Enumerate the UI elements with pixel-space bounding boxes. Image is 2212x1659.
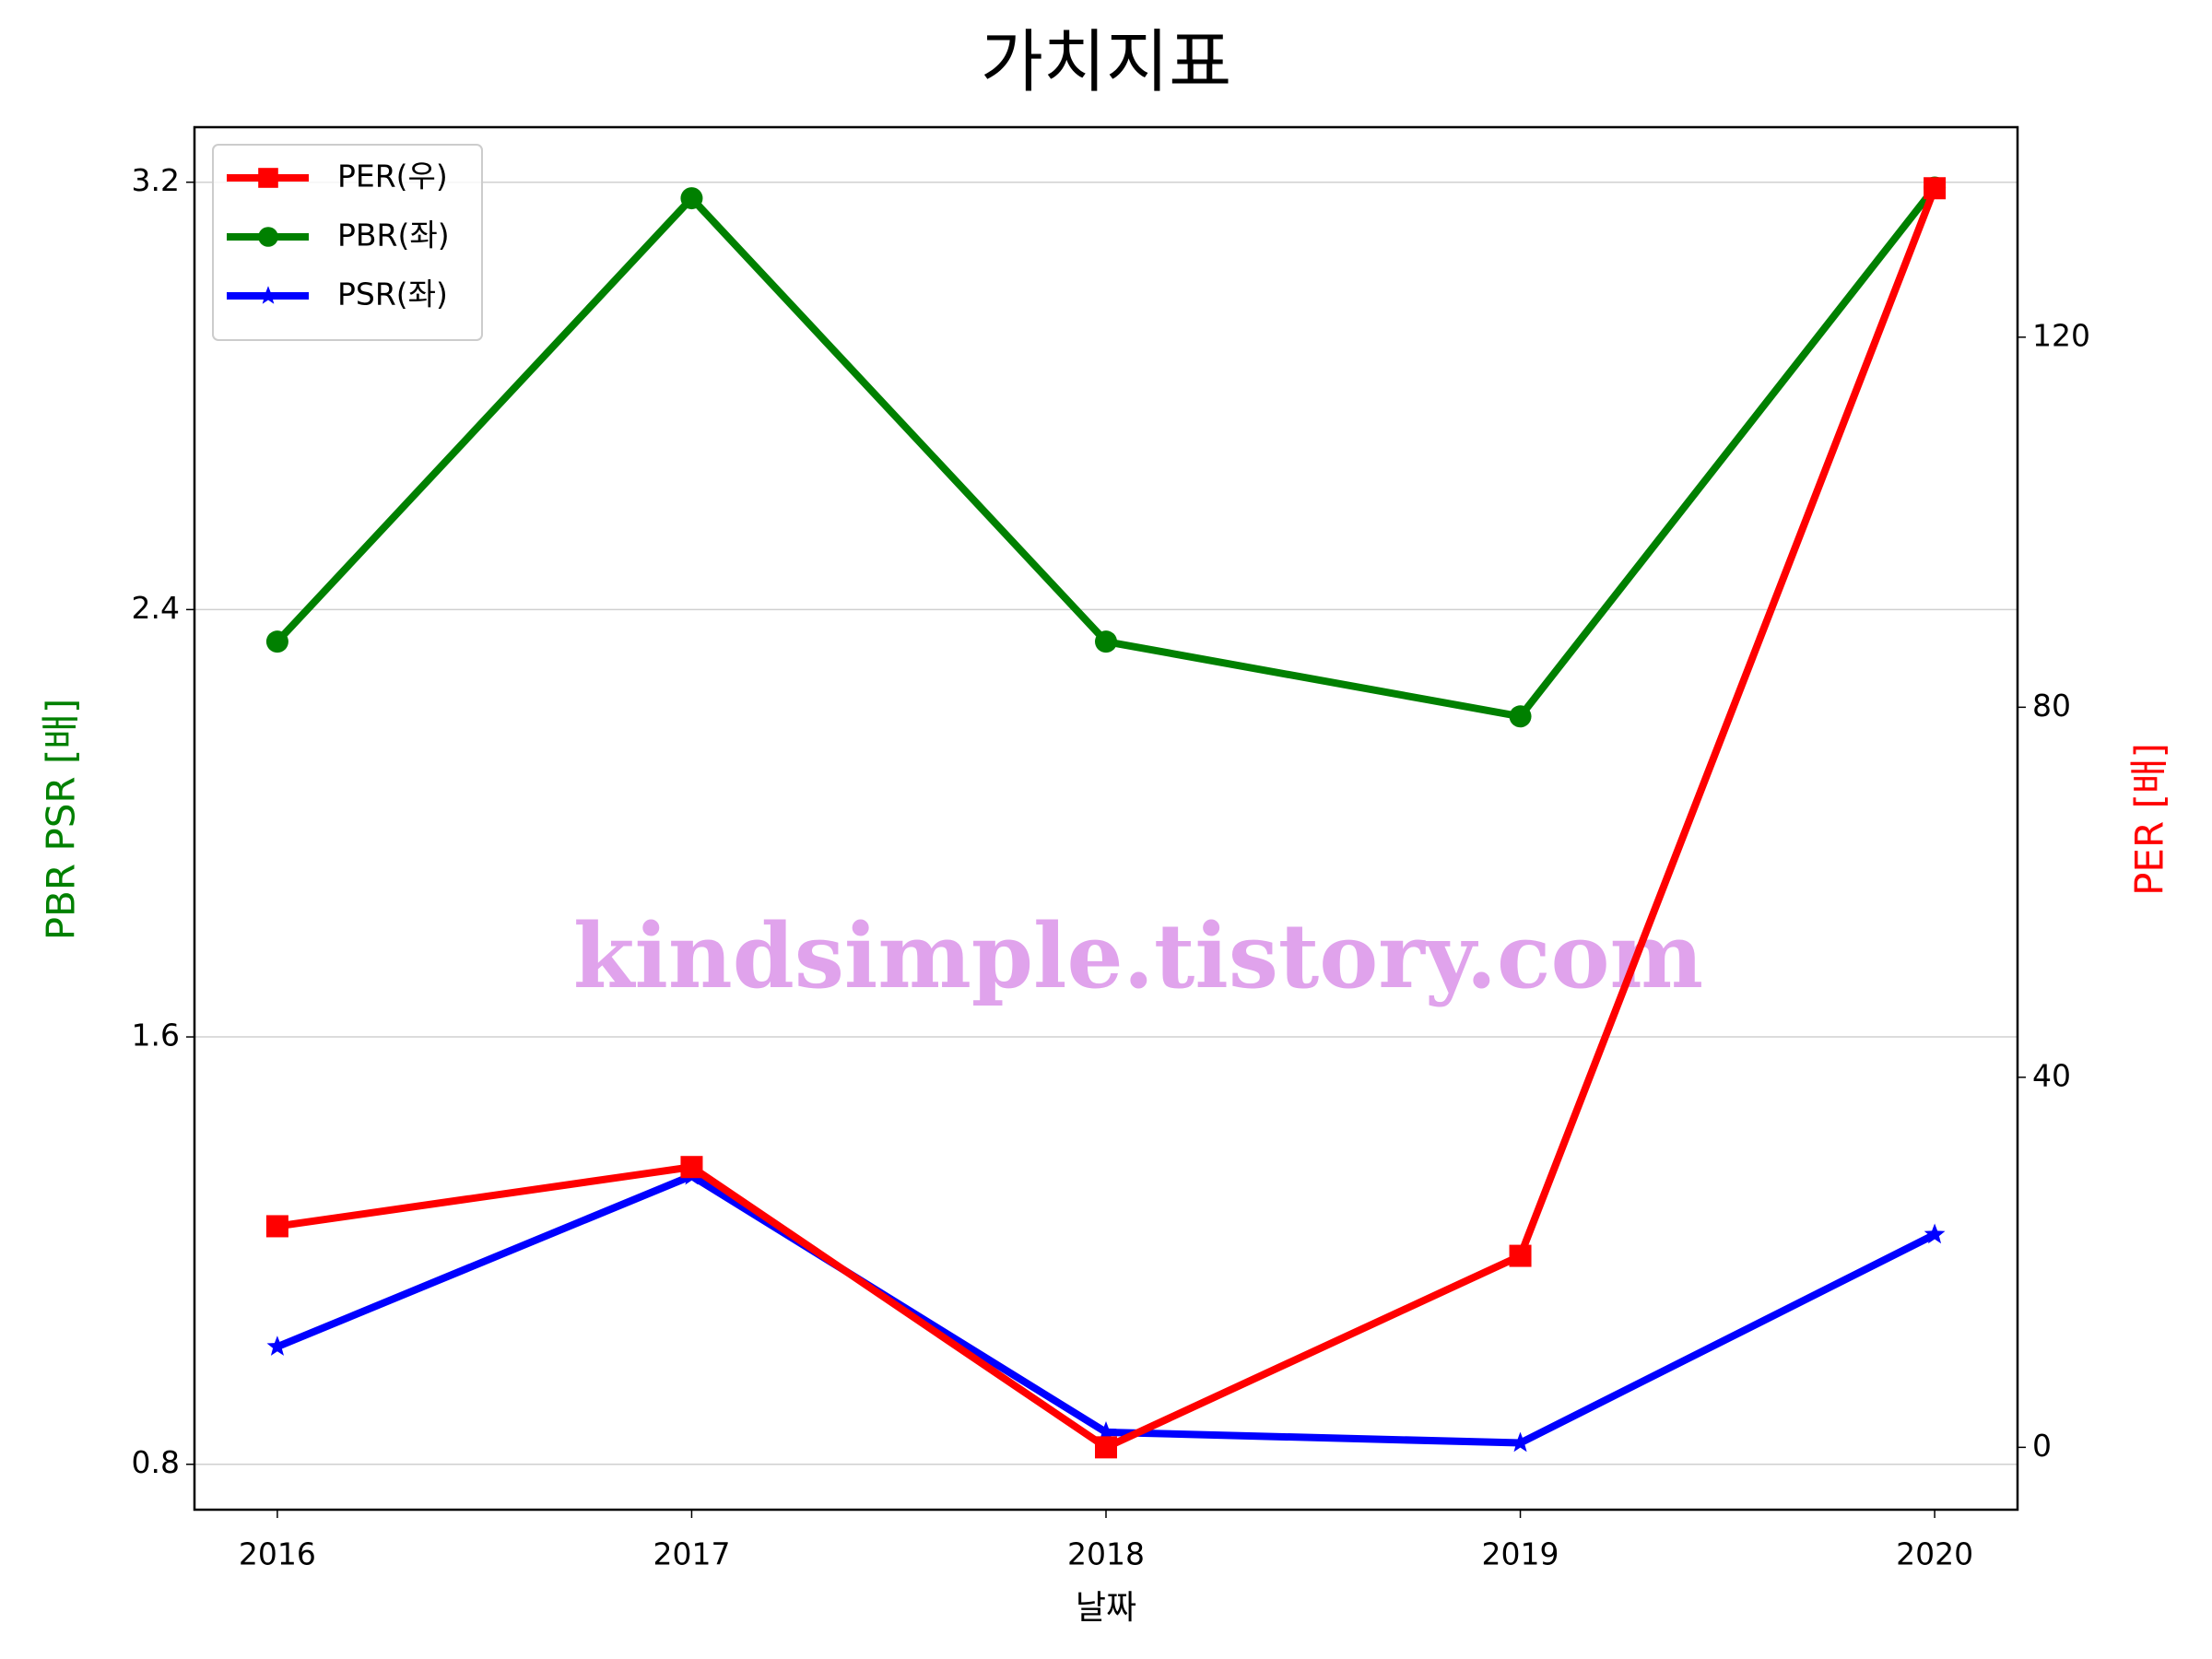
y2-tick-label: 0	[2032, 1428, 2052, 1464]
marker	[1510, 1431, 1531, 1453]
legend-label: PBR(좌)	[337, 218, 450, 253]
marker	[258, 168, 278, 188]
marker	[1924, 177, 1947, 200]
x-tick-label: 2017	[653, 1536, 730, 1572]
marker	[1924, 1223, 1946, 1244]
y-tick-label: 3.2	[132, 162, 180, 198]
marker	[680, 187, 703, 210]
marker	[266, 1335, 288, 1356]
y2-tick-label: 40	[2032, 1057, 2071, 1093]
x-tick-label: 2018	[1067, 1536, 1145, 1572]
marker	[1095, 1421, 1117, 1441]
legend-label: PSR(좌)	[337, 276, 448, 312]
x-tick-label: 2016	[239, 1536, 316, 1572]
y-axis-label: PBR PSR [배]	[39, 699, 84, 941]
marker	[258, 227, 278, 247]
y2-tick-label: 80	[2032, 688, 2071, 724]
y2-axis-label: PER [배]	[2127, 743, 2172, 896]
marker	[265, 1215, 288, 1238]
marker	[1095, 1436, 1117, 1459]
x-axis-label: 날짜	[1076, 1589, 1136, 1627]
plot-frame	[193, 125, 2019, 1512]
x-tick-label: 2020	[1896, 1536, 1973, 1572]
legend-label: PER(우)	[337, 159, 448, 194]
y-tick-label: 0.8	[132, 1444, 180, 1480]
marker	[1509, 1244, 1532, 1267]
marker	[1095, 630, 1117, 653]
x-tick-label: 2019	[1482, 1536, 1559, 1572]
marker	[265, 630, 288, 653]
y2-tick-label: 120	[2032, 317, 2090, 353]
y-tick-label: 2.4	[132, 590, 180, 626]
chart-title: 가치지표	[981, 23, 1231, 102]
marker	[258, 286, 278, 304]
legend-box	[212, 144, 483, 341]
y-tick-label: 1.6	[132, 1018, 180, 1053]
marker	[680, 1156, 703, 1179]
watermark: kindsimple.tistory.com	[573, 904, 1703, 1008]
marker	[1509, 705, 1532, 728]
